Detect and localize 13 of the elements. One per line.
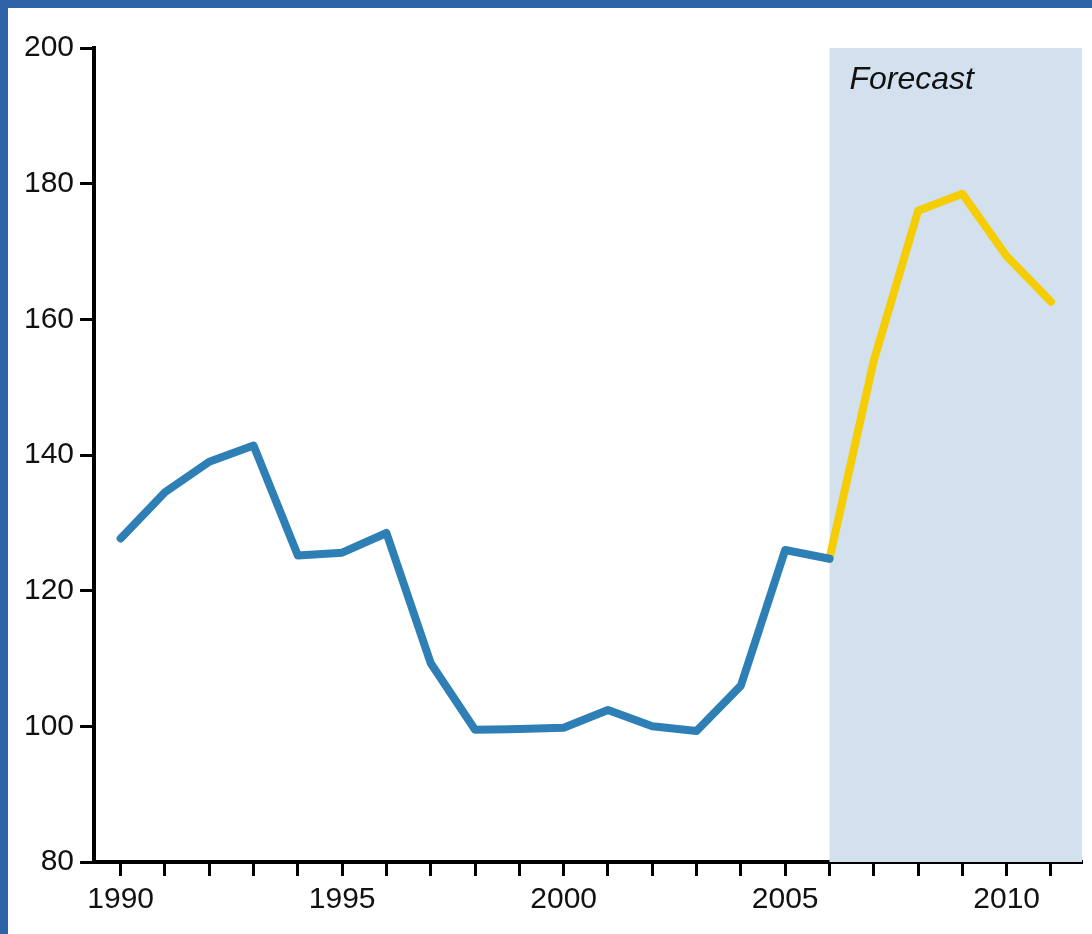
y-tick-label: 180 [23, 164, 75, 198]
band-label: Forecast [849, 59, 976, 96]
x-tick-label: 2000 [530, 881, 598, 915]
y-tick-label: 120 [23, 571, 75, 605]
y-tick-label: 140 [23, 436, 75, 470]
x-tick-label: 2010 [973, 881, 1041, 915]
y-tick-label: 160 [23, 300, 75, 334]
y-tick-label: 100 [23, 707, 75, 741]
x-tick-label: 2005 [751, 881, 819, 915]
x-tick-label: 1995 [308, 881, 376, 915]
y-tick-label: 200 [23, 29, 75, 63]
x-tick-label: 1990 [87, 881, 155, 915]
y-tick-label: 80 [40, 843, 75, 877]
